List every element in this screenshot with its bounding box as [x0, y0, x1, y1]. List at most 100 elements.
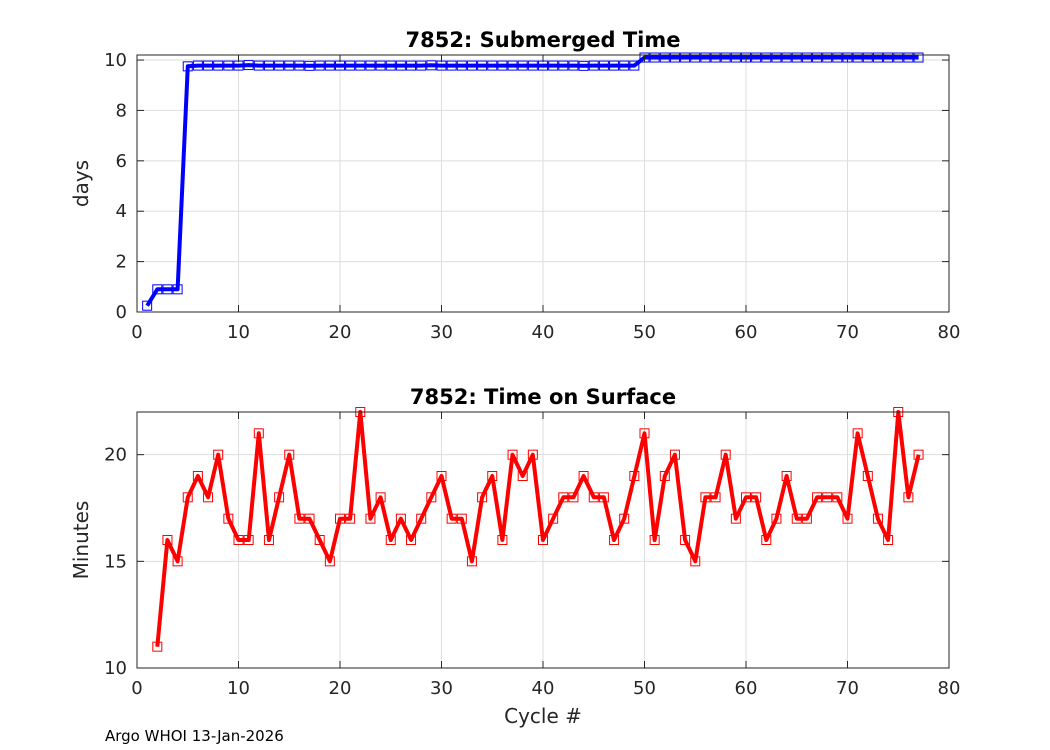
data-point-marker: [538, 535, 548, 545]
data-point-marker: [558, 492, 569, 503]
data-point-marker: [639, 52, 650, 63]
x-tick-label: 70: [836, 678, 859, 699]
data-point-marker: [375, 492, 386, 503]
data-point-marker: [862, 52, 873, 63]
data-point-marker: [274, 492, 285, 503]
data-point-marker: [507, 449, 518, 460]
data-point-marker: [507, 60, 518, 71]
data-point-marker: [213, 60, 224, 71]
y-tick-label: 2: [116, 252, 127, 273]
data-point-marker: [203, 60, 214, 71]
data-point-marker: [314, 535, 325, 545]
series-line: [155, 410, 921, 647]
submerged-time-chart: 0 10 20 30 40 50 60 70 80 0 2 4 6 8 10 7852: Submerge…: [69, 28, 960, 343]
data-point-marker: [213, 449, 224, 460]
data-point-marker: [395, 513, 406, 524]
data-point-marker: [588, 60, 599, 71]
surface-y-ticks: 10 15 20: [104, 445, 949, 679]
data-point-marker: [639, 428, 650, 439]
data-point-marker: [680, 535, 691, 545]
data-point-marker: [629, 471, 640, 481]
y-tick-label: 6: [116, 151, 127, 172]
data-point-marker: [477, 492, 488, 503]
x-tick-label: 80: [938, 678, 961, 699]
y-tick-label: 10: [104, 50, 127, 71]
data-point-marker: [426, 60, 437, 71]
data-point-marker: [883, 52, 894, 63]
data-point-marker: [720, 449, 731, 460]
data-point-marker: [751, 492, 762, 503]
data-point-marker: [741, 52, 751, 63]
data-point-marker: [751, 52, 762, 63]
data-point-marker: [284, 449, 295, 460]
data-point-marker: [406, 535, 417, 545]
data-point-marker: [832, 492, 843, 503]
data-point-marker: [781, 52, 792, 63]
x-tick-label: 30: [430, 678, 453, 699]
x-tick-label: 50: [633, 678, 656, 699]
x-tick-label: 0: [131, 322, 142, 343]
data-point-marker: [294, 60, 305, 71]
series-line: [145, 55, 919, 307]
data-point-marker: [822, 52, 833, 63]
data-point-marker: [548, 60, 559, 71]
data-point-marker: [609, 60, 620, 71]
data-point-marker: [903, 52, 914, 63]
data-point-marker: [659, 471, 670, 481]
data-point-marker: [203, 492, 214, 503]
data-point-marker: [893, 52, 904, 63]
y-tick-label: 8: [116, 100, 127, 121]
data-point-marker: [253, 428, 264, 439]
data-point-marker: [466, 60, 477, 71]
data-point-marker: [223, 513, 234, 524]
data-point-marker: [690, 52, 701, 63]
data-point-marker: [182, 492, 193, 503]
data-point-marker: [162, 284, 173, 295]
data-point-marker: [375, 60, 386, 71]
data-point-marker: [730, 513, 741, 524]
data-point-marker: [842, 52, 853, 63]
x-tick-label: 10: [227, 678, 250, 699]
submerged-y-ticks: 0 2 4 6 8 10: [104, 50, 949, 323]
data-point-marker: [192, 60, 203, 71]
x-tick-label: 70: [836, 322, 859, 343]
data-point-marker: [791, 52, 802, 63]
data-point-marker: [598, 492, 609, 503]
x-tick-label: 80: [938, 322, 961, 343]
data-point-marker: [304, 513, 315, 524]
data-point-marker: [741, 492, 751, 503]
y-tick-label: 4: [116, 201, 127, 222]
data-point-marker: [446, 60, 457, 71]
x-tick-label: 40: [532, 678, 555, 699]
x-tick-label: 60: [735, 678, 758, 699]
data-point-marker: [913, 449, 924, 460]
data-point-marker: [720, 52, 731, 63]
submerged-chart-title: 7852: Submerged Time: [405, 28, 680, 52]
data-point-marker: [619, 60, 630, 71]
data-point-marker: [456, 60, 467, 71]
x-tick-label: 50: [633, 322, 656, 343]
x-tick-label: 0: [131, 678, 142, 699]
data-point-marker: [761, 535, 772, 545]
data-point-marker: [710, 492, 721, 503]
data-point-marker: [335, 513, 345, 524]
data-point-marker: [801, 513, 812, 524]
data-point-marker: [527, 449, 538, 460]
data-point-marker: [598, 60, 609, 71]
data-point-marker: [487, 60, 498, 71]
data-point-marker: [182, 61, 193, 72]
data-point-marker: [903, 492, 914, 503]
data-point-marker: [223, 60, 234, 71]
data-point-marker: [832, 52, 843, 63]
data-point-marker: [812, 52, 823, 63]
data-point-marker: [385, 60, 396, 71]
data-point-marker: [426, 492, 437, 503]
submerged-y-axis-label: days: [69, 160, 93, 207]
data-point-marker: [142, 300, 153, 311]
x-tick-label: 20: [329, 678, 352, 699]
x-tick-label: 40: [532, 322, 555, 343]
data-point-marker: [883, 535, 894, 545]
data-point-marker: [162, 535, 173, 545]
